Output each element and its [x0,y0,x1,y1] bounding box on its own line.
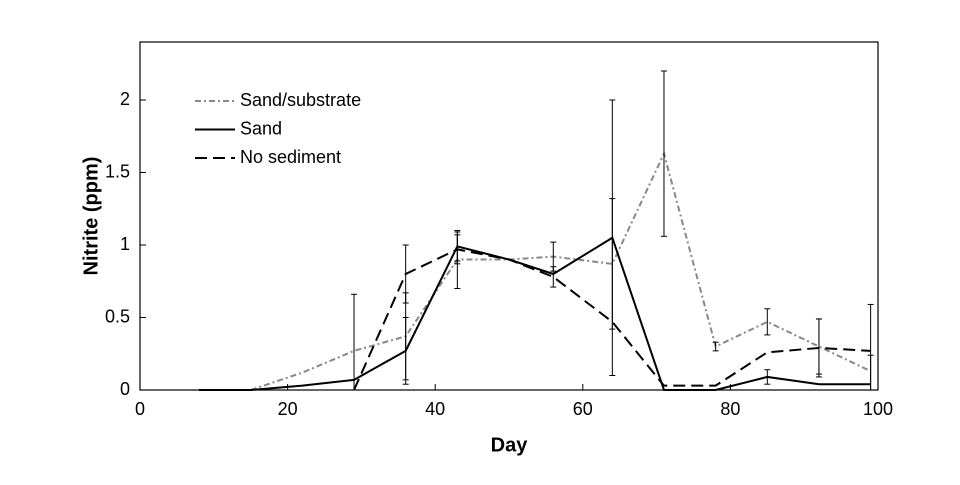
error-bar [351,293,358,391]
series-line [250,150,872,391]
y-tick-label: 2 [120,89,130,109]
error-bar [550,266,557,288]
legend-label: Sand/substrate [240,90,361,110]
y-tick-label: 0 [120,379,130,399]
legend-label: No sediment [240,147,341,167]
error-bar [712,341,719,352]
y-tick-label: 1 [120,234,130,254]
error-bar [764,369,771,385]
series-line [353,248,871,391]
legend-label: Sand [240,118,282,138]
x-tick-label: 20 [278,399,298,419]
x-tick-label: 0 [135,399,145,419]
y-tick-label: 0.5 [105,306,130,326]
error-bar [454,234,461,265]
error-bar [402,317,409,385]
error-bar [764,308,771,336]
error-bar [815,318,822,378]
x-tick-label: 60 [573,399,593,419]
error-bar [402,244,409,304]
y-axis-label: Nitrite (ppm) [80,157,102,276]
series-line [199,236,871,391]
x-axis-label: Day [491,434,529,456]
y-tick-label: 1.5 [105,161,130,181]
x-tick-label: 40 [425,399,445,419]
error-bar [867,354,874,391]
plot-frame [139,41,879,391]
x-tick-label: 100 [863,399,893,419]
x-tick-label: 80 [720,399,740,419]
error-bar [609,99,616,376]
error-bar [660,70,667,237]
